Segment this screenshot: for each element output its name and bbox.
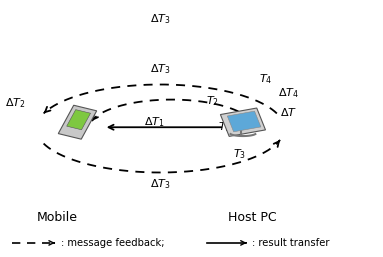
Text: $T_1$: $T_1$ (218, 120, 231, 134)
Text: $\Delta T_4$: $\Delta T_4$ (278, 86, 299, 100)
Polygon shape (67, 110, 90, 130)
Text: $T_2$: $T_2$ (206, 94, 219, 108)
Polygon shape (58, 105, 97, 139)
Text: : result transfer: : result transfer (252, 238, 330, 248)
Text: $\Delta T_2$: $\Delta T_2$ (5, 96, 26, 110)
Text: Mobile: Mobile (36, 211, 77, 224)
Text: $\Delta T_3$: $\Delta T_3$ (150, 177, 170, 191)
Polygon shape (220, 108, 265, 136)
Text: : message feedback;: : message feedback; (61, 238, 164, 248)
Text: $\Delta T_3$: $\Delta T_3$ (150, 62, 170, 76)
Text: Host PC: Host PC (228, 211, 277, 224)
Text: $\Delta T_1$: $\Delta T_1$ (144, 115, 165, 129)
Text: $T_4$: $T_4$ (259, 72, 272, 86)
Text: $\Delta T$: $\Delta T$ (280, 106, 297, 118)
Polygon shape (227, 111, 261, 132)
Text: $\Delta T_3$: $\Delta T_3$ (150, 12, 170, 26)
Text: $T_3$: $T_3$ (232, 147, 246, 161)
